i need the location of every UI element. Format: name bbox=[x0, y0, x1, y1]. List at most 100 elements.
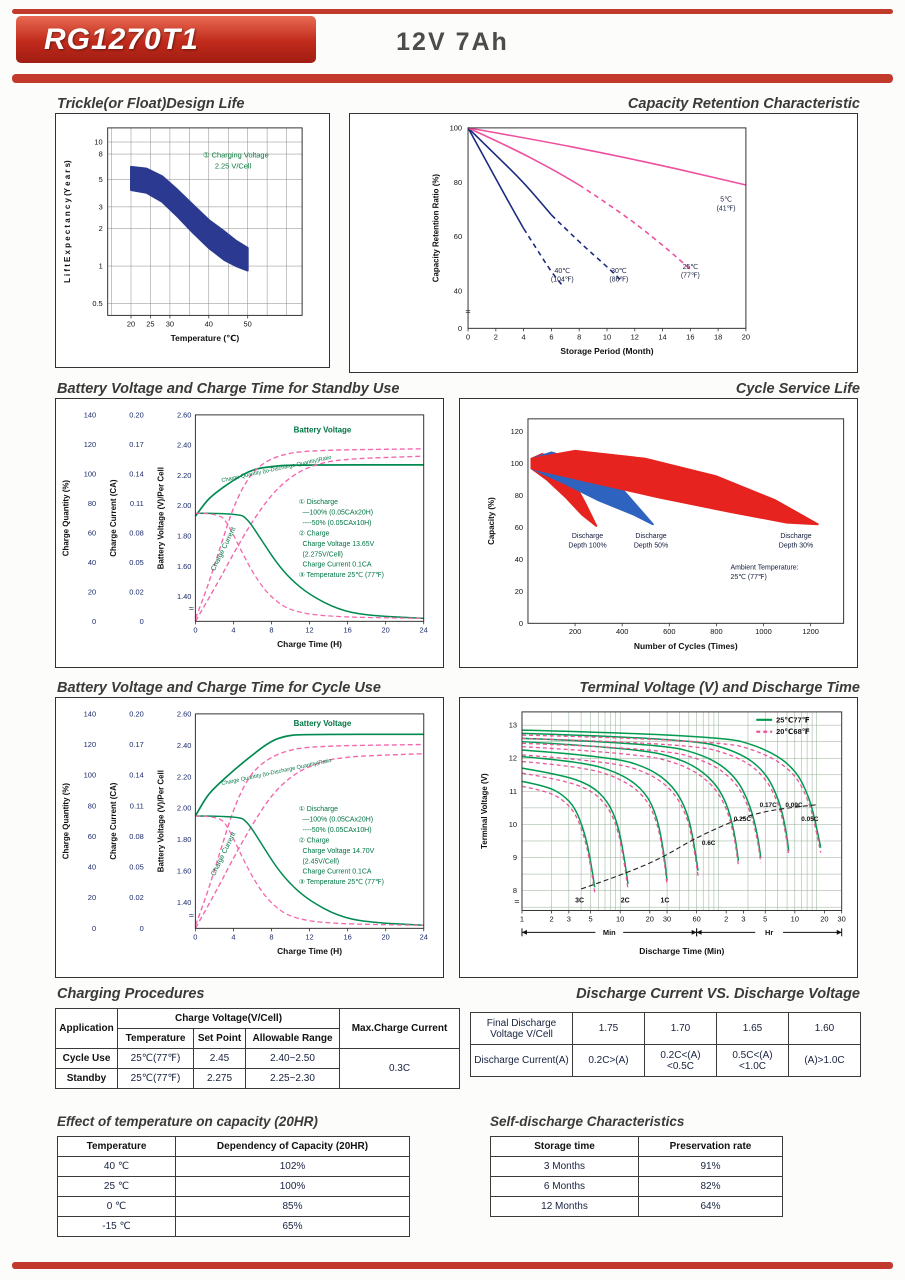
tick-label: 3 bbox=[567, 914, 571, 923]
cell: Charge Voltage(V/Cell) bbox=[116, 1008, 341, 1029]
tick-label: 100 bbox=[84, 469, 96, 478]
chart-annotation: 1C bbox=[661, 898, 670, 905]
plot-border bbox=[107, 127, 303, 316]
chart-annotation: 30℃ (86℉) bbox=[609, 268, 628, 284]
cell: Temperature bbox=[57, 1136, 176, 1157]
cell: 25℃(77℉) bbox=[117, 1068, 194, 1089]
cell: 64% bbox=[638, 1196, 783, 1217]
legend-label: 25℃77℉ bbox=[776, 715, 810, 724]
tick-label: 0 bbox=[466, 332, 470, 341]
series-line bbox=[521, 780, 596, 888]
tick-label: 100 bbox=[84, 771, 96, 780]
section-title-temp-effect: Effect of temperature on capacity (20HR) bbox=[57, 1114, 318, 1129]
chart-annotation: Discharge Depth 50% bbox=[634, 533, 668, 549]
axis-range-arrow bbox=[691, 929, 697, 935]
tick-label: 3 bbox=[741, 914, 745, 923]
tick-label: 2.00 bbox=[177, 501, 191, 510]
tick-label: 13 bbox=[509, 721, 517, 730]
plot-border bbox=[521, 711, 843, 911]
cell: -15 ℃ bbox=[57, 1216, 176, 1237]
tick-label: 12 bbox=[305, 932, 313, 941]
chart-annotation: Ambient Temperature: 25℃ (77℉) bbox=[730, 565, 798, 581]
tick-label: 600 bbox=[663, 627, 675, 636]
tick-label: 5 bbox=[99, 175, 103, 184]
cycle-charge-chart: 0 4 8 12 16 20 24 0 20 40 60 80 100 120 140 Charge Quan… bbox=[55, 697, 444, 978]
series-line bbox=[194, 448, 424, 619]
tick-label: 0.02 bbox=[129, 587, 143, 596]
cell: 25℃(77℉) bbox=[117, 1048, 194, 1069]
chart-annotation: 0.6C bbox=[702, 840, 716, 847]
chart-annotation: 3C bbox=[575, 898, 584, 905]
tick-label: 0.02 bbox=[129, 893, 143, 902]
tick-label: 40 bbox=[515, 555, 523, 564]
tick-label: 0 bbox=[458, 324, 462, 333]
cell: 2.45 bbox=[193, 1048, 246, 1069]
cell: 40 ℃ bbox=[57, 1156, 176, 1177]
tick-label: 120 bbox=[511, 427, 523, 436]
tick-label: 20 bbox=[742, 332, 750, 341]
tick-label: 20 bbox=[127, 319, 135, 328]
cell: Storage time bbox=[490, 1136, 639, 1157]
tick-label: 16 bbox=[343, 625, 351, 634]
series-line bbox=[194, 753, 424, 929]
rating-title: 12V 7Ah bbox=[396, 28, 509, 56]
cycle-service-life-chart: 200 400 600 800 1000 1200 0 20 40 60 80 100 120 Capac… bbox=[459, 398, 858, 668]
tick-label: 60 bbox=[88, 832, 96, 841]
plot-background bbox=[195, 713, 424, 929]
axis-y-title: Charge Quantity (%) bbox=[61, 480, 70, 557]
tick-label: 12 bbox=[509, 754, 517, 763]
cell: 0.5C<(A)<1.0C bbox=[716, 1044, 789, 1077]
tick-label: 60 bbox=[454, 232, 462, 241]
tick-label: 30 bbox=[166, 319, 174, 328]
series-line bbox=[467, 127, 525, 229]
tick-label: 1 bbox=[99, 262, 103, 271]
cell: 0.2C<(A)<0.5C bbox=[644, 1044, 717, 1077]
tick-label: 0.17 bbox=[129, 440, 143, 449]
cell: 91% bbox=[638, 1156, 783, 1177]
section-title-self-discharge: Self-discharge Characteristics bbox=[490, 1114, 685, 1129]
tick-label: 14 bbox=[658, 332, 666, 341]
cell: 65% bbox=[175, 1216, 410, 1237]
cell: 0.2C>(A) bbox=[572, 1044, 645, 1077]
axis-x-title: Number of Cycles (Times) bbox=[634, 641, 738, 651]
trickle-design-life-chart: 20 25 30 40 50 0.5 1 2 3 5 8 10 L i f t E x p e c t … bbox=[55, 113, 330, 368]
tick-label: 20 bbox=[382, 625, 390, 634]
series-line bbox=[521, 729, 822, 848]
header-divider bbox=[12, 74, 893, 83]
tick-label: 2 bbox=[724, 914, 728, 923]
model-number: RG1270T1 bbox=[44, 22, 199, 56]
tick-label: 1.40 bbox=[177, 898, 191, 907]
tick-label: 2.20 bbox=[177, 471, 191, 480]
tick-label: 80 bbox=[454, 178, 462, 187]
series-line-pair bbox=[521, 737, 790, 856]
tick-label: 1.60 bbox=[177, 562, 191, 571]
chart-annotation: 40℃ (104℉) bbox=[551, 268, 574, 284]
tick-label: 40 bbox=[88, 863, 96, 872]
cell: Final Discharge Voltage V/Cell bbox=[470, 1012, 573, 1045]
tick-label: 2 bbox=[494, 332, 498, 341]
tick-label: 2.40 bbox=[177, 741, 191, 750]
tick-label: 11 bbox=[509, 787, 517, 796]
legend-label: 20℃68℉ bbox=[776, 727, 810, 736]
axis-x-title: Charge Time (H) bbox=[277, 639, 342, 649]
tick-label: 0 bbox=[140, 924, 144, 933]
tick-label: 16 bbox=[686, 332, 694, 341]
tick-label: 40 bbox=[88, 558, 96, 567]
section-title-trickle: Trickle(or Float)Design Life bbox=[57, 96, 245, 112]
series-line bbox=[195, 815, 424, 926]
tick-label: 20 bbox=[646, 914, 654, 923]
series-line-pair bbox=[521, 772, 629, 890]
cell: 1.70 bbox=[644, 1012, 717, 1045]
chart-annotation: 0.05C bbox=[801, 816, 819, 823]
cell: 1.75 bbox=[572, 1012, 645, 1045]
tick-label: 60 bbox=[88, 528, 96, 537]
axis-range-arrow bbox=[836, 929, 842, 935]
tick-label: 0 bbox=[92, 617, 96, 626]
tick-label: 0.05 bbox=[129, 558, 143, 567]
cell: 102% bbox=[175, 1156, 410, 1177]
tick-label: 0.17 bbox=[129, 740, 143, 749]
axis-y-title: Terminal Voltage (V) bbox=[480, 773, 489, 849]
model-badge: RG1270T1 bbox=[16, 16, 316, 63]
tick-label: 3 bbox=[99, 202, 103, 211]
tick-label: 0.5 bbox=[92, 299, 102, 308]
